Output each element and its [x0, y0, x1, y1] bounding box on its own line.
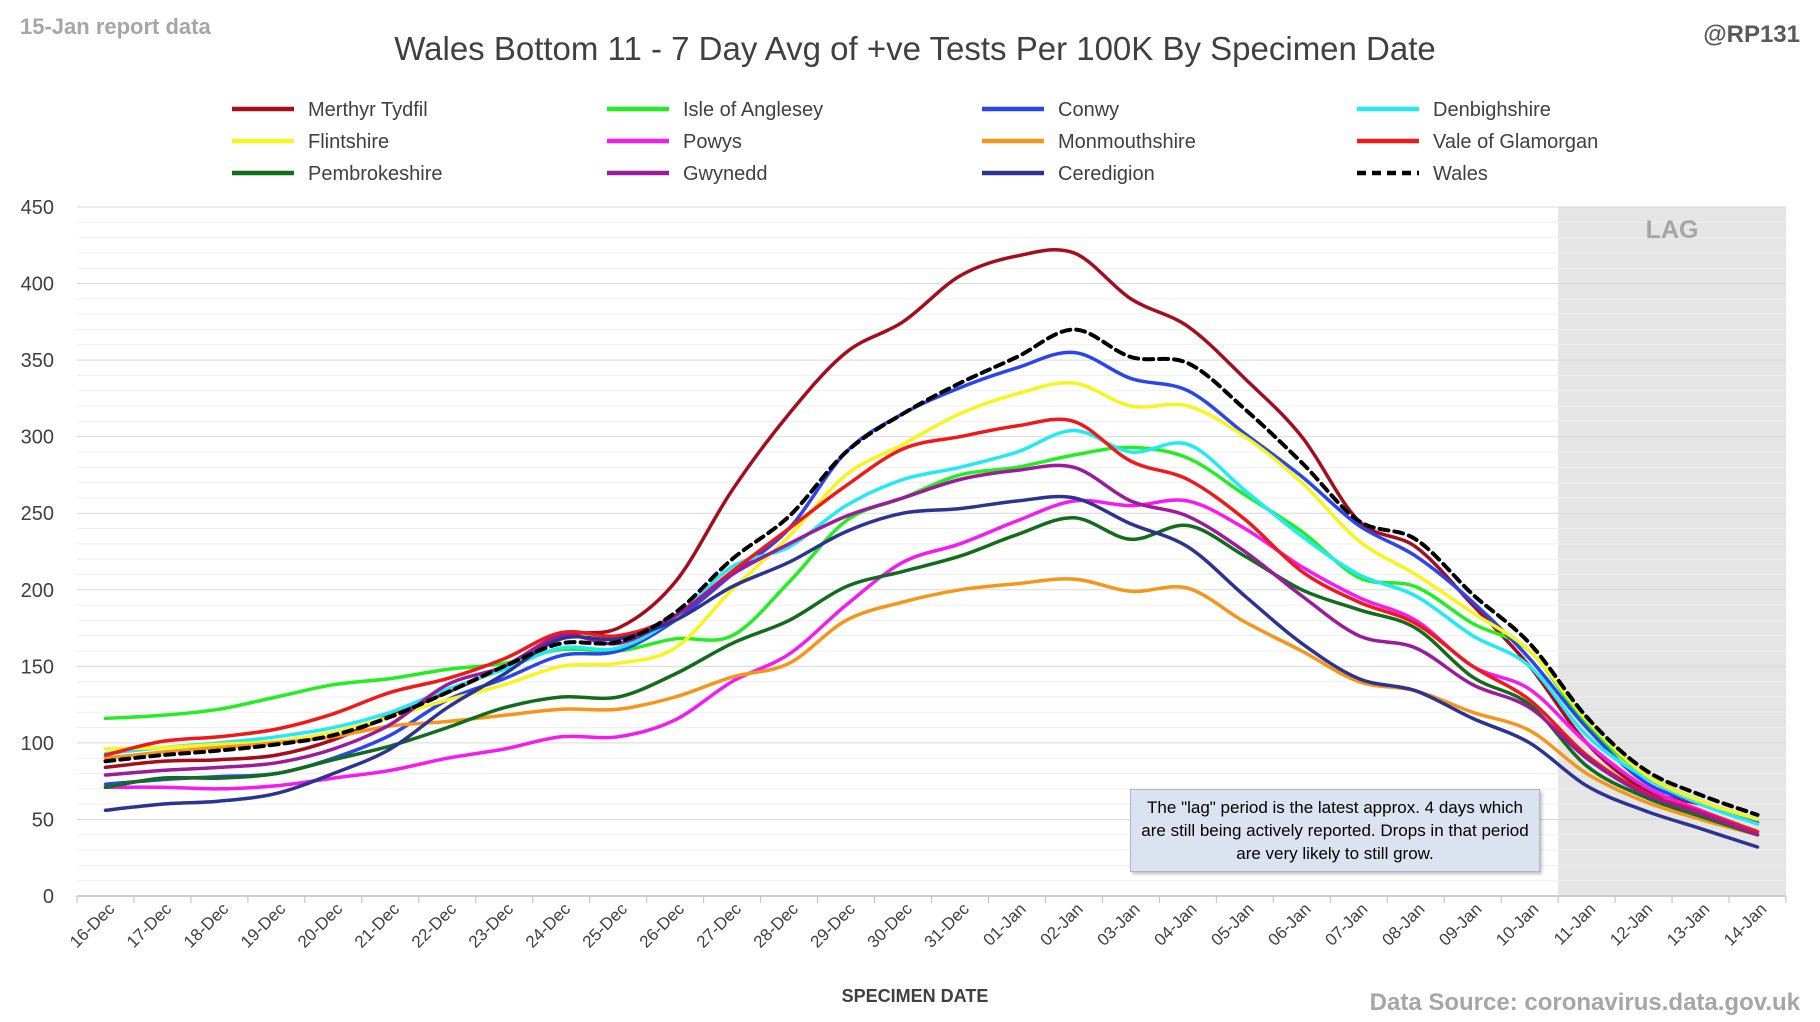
x-axis-label: SPECIMEN DATE — [842, 986, 989, 1006]
legend-label-wales: Wales — [1433, 163, 1488, 185]
series-line-conwy — [103, 350, 1760, 825]
y-tick-label: 450 — [21, 197, 54, 219]
y-tick-label: 250 — [21, 503, 54, 525]
lag-band — [1558, 207, 1786, 896]
series-line-ceredigion — [103, 494, 1760, 849]
legend-label-ceredigion: Ceredigion — [1058, 163, 1155, 185]
author-handle: @RP131 — [1703, 21, 1800, 48]
legend-label-merthyr-tydfil: Merthyr Tydfil — [308, 99, 428, 121]
chart-title: Wales Bottom 11 - 7 Day Avg of +ve Tests… — [394, 30, 1436, 67]
series-line-denbighshire — [103, 428, 1760, 826]
series-line-wales — [103, 327, 1760, 817]
y-tick-label: 100 — [21, 733, 54, 755]
lag-label: LAG — [1646, 216, 1699, 244]
y-tick-label: 400 — [21, 274, 54, 296]
legend-label-powys: Powys — [683, 131, 742, 153]
y-tick-label: 200 — [21, 580, 54, 602]
series-line-isle-of-anglesey — [103, 445, 1760, 822]
legend-label-flintshire: Flintshire — [308, 131, 389, 153]
legend-label-monmouthshire: Monmouthshire — [1058, 131, 1196, 153]
series-line-pembrokeshire — [103, 516, 1760, 837]
lag-note: The "lag" period is the latest approx. 4… — [1130, 789, 1540, 872]
report-label: 15-Jan report data — [20, 14, 211, 39]
y-tick-label: 350 — [21, 350, 54, 372]
y-tick-label: 50 — [32, 809, 54, 831]
y-tick-label: 150 — [21, 656, 54, 678]
legend-label-denbighshire: Denbighshire — [1433, 99, 1551, 121]
series-line-vale-of-glamorgan — [103, 417, 1760, 834]
series-line-gwynedd — [103, 463, 1760, 837]
y-tick-label: 0 — [43, 886, 54, 908]
legend-label-vale-of-glamorgan: Vale of Glamorgan — [1433, 131, 1598, 153]
legend-label-isle-of-anglesey: Isle of Anglesey — [683, 99, 823, 121]
y-tick-label: 300 — [21, 427, 54, 449]
data-source: Data Source: coronavirus.data.gov.uk — [1370, 989, 1801, 1016]
legend-label-conwy: Conwy — [1058, 99, 1119, 121]
legend-label-gwynedd: Gwynedd — [683, 163, 768, 185]
legend-label-pembrokeshire: Pembrokeshire — [308, 163, 443, 185]
